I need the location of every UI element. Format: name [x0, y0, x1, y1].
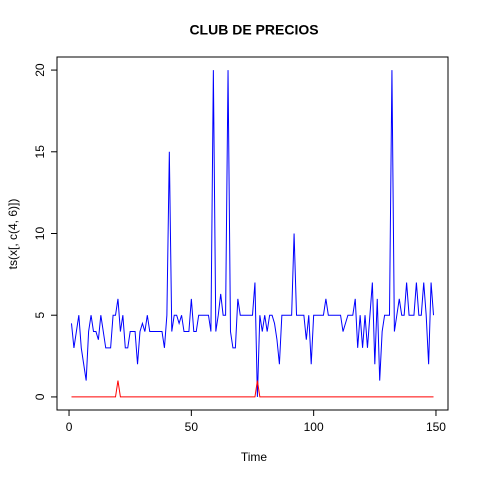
x-axis-label: Time — [241, 450, 268, 464]
x-tick-label: 50 — [185, 420, 199, 434]
series-line — [71, 380, 434, 398]
y-tick-label: 5 — [33, 312, 47, 319]
series-line — [70, 70, 435, 397]
plot-box — [56, 56, 449, 411]
chart-title: CLUB DE PRECIOS — [189, 22, 318, 38]
x-tick-label: 150 — [426, 420, 446, 434]
y-axis-label: ts(x[, c(4, 6)]) — [6, 199, 20, 270]
y-tick-label: 15 — [33, 145, 47, 159]
x-tick-label: 0 — [66, 420, 73, 434]
y-tick-label: 10 — [33, 227, 47, 241]
y-tick-label: 20 — [33, 63, 47, 77]
y-tick-label: 0 — [33, 393, 47, 400]
x-tick-label: 100 — [304, 420, 324, 434]
